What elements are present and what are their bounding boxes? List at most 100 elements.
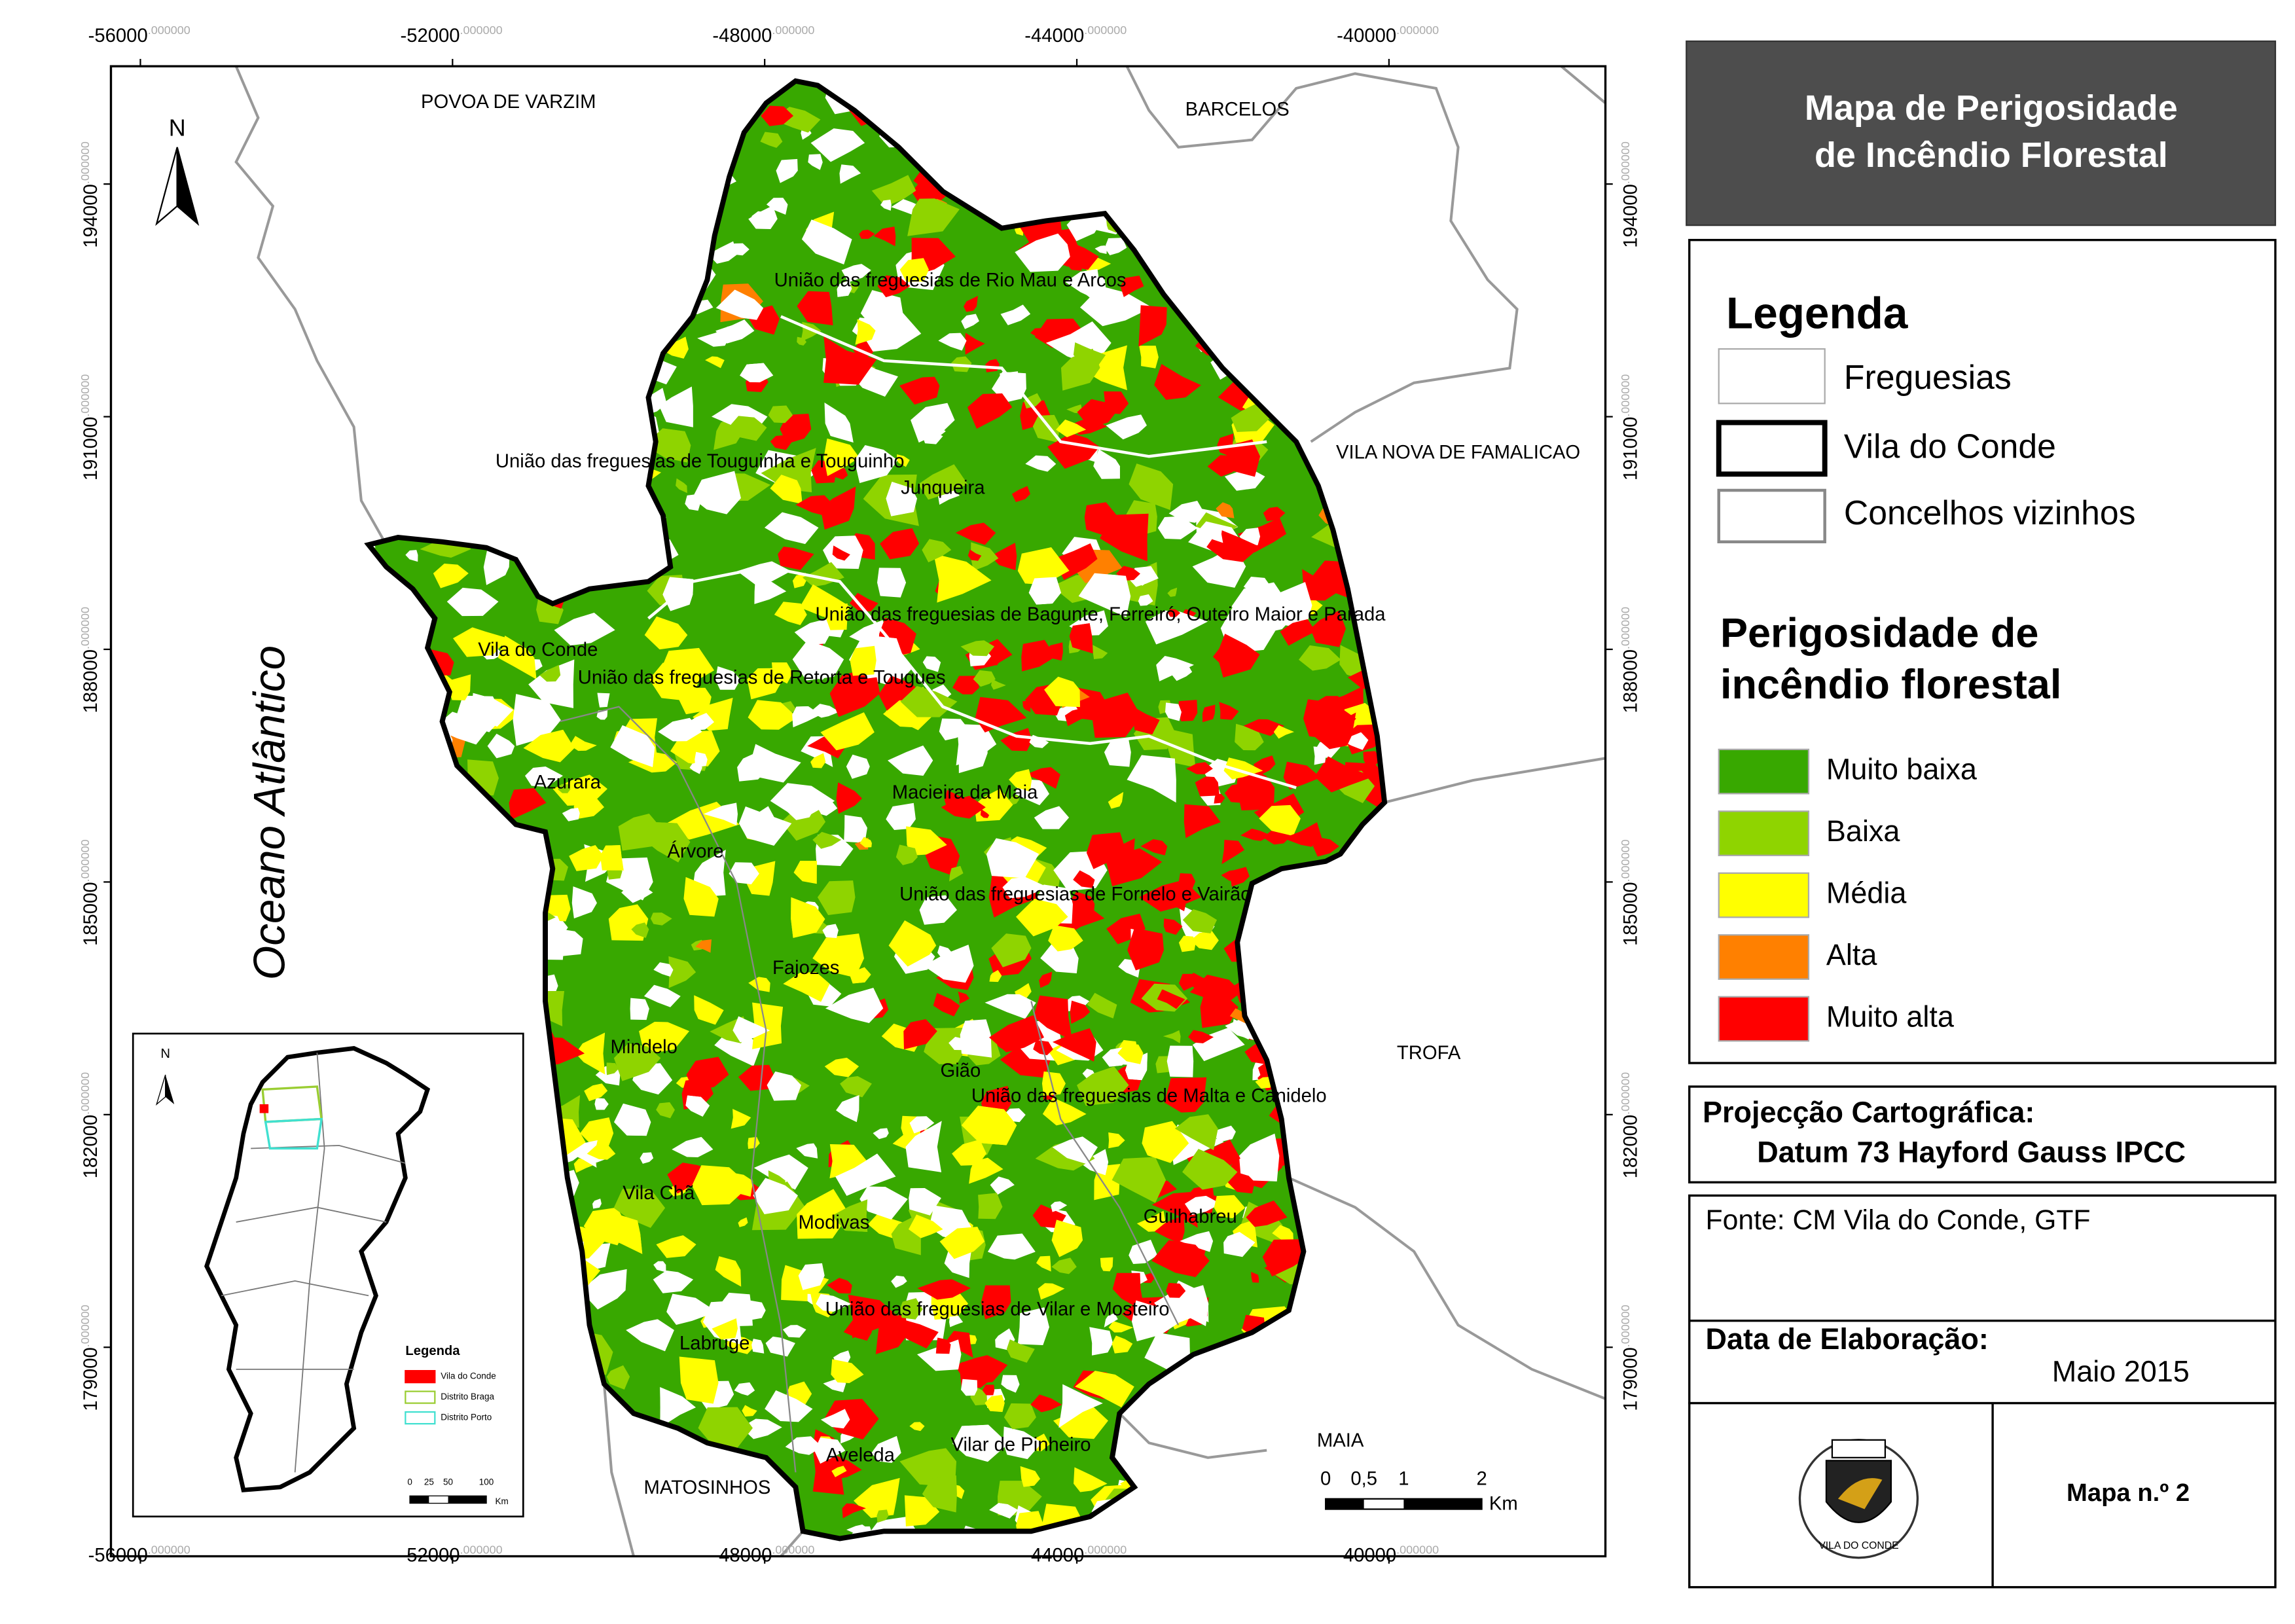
- source: Fonte: CM Vila do Conde, GTF: [1705, 1204, 2090, 1236]
- hazard-patch: [778, 546, 814, 570]
- hazard-patch: [1039, 971, 1053, 988]
- hazard-patch: [610, 725, 655, 767]
- hazard-patch: [606, 1365, 630, 1390]
- hazard-patch: [666, 1293, 717, 1325]
- hazard-patch: [1154, 364, 1201, 400]
- hazard-patch: [797, 291, 833, 326]
- hazard-patch: [728, 416, 767, 441]
- hazard-patch: [906, 826, 947, 856]
- hazard-patch: [824, 1057, 859, 1077]
- hazard-patch: [922, 539, 952, 563]
- hazard-patch: [924, 1028, 966, 1064]
- hazard-patch: [1140, 839, 1168, 856]
- municipal-logo: [1798, 1439, 1919, 1559]
- hazard-patch: [1186, 762, 1213, 774]
- hazard-patch: [1160, 1285, 1209, 1326]
- hazard-patch: [978, 1193, 1003, 1219]
- hazard-legend-title: incêndio florestal: [1720, 662, 2061, 708]
- hazard-patch: [539, 664, 561, 682]
- hazard-patch: [1111, 1335, 1133, 1354]
- hazard-patch: [715, 1256, 742, 1287]
- logo-text: VILA DO CONDE: [1818, 1540, 1898, 1551]
- projection-title: Projecção Cartográfica:: [1703, 1096, 2034, 1129]
- inset-legend-swatch: [405, 1411, 436, 1425]
- hazard-patch: [768, 405, 793, 424]
- hazard-patch: [748, 977, 770, 992]
- hazard-patch: [907, 198, 960, 236]
- parish-label: União das freguesias de Retorta e Tougue…: [578, 668, 946, 689]
- hazard-patch: [824, 402, 854, 443]
- hazard-patch: [692, 471, 741, 514]
- x-tick-label: -52000: [401, 1545, 460, 1566]
- y-tick-label: 185000: [1621, 882, 1642, 946]
- date-value: Maio 2015: [2052, 1354, 2190, 1388]
- hazard-patch: [1000, 728, 1032, 751]
- hazard-patch: [1108, 1132, 1125, 1149]
- hazard-patch: [1048, 925, 1083, 952]
- hazard-patch: [1093, 449, 1120, 479]
- hazard-patch: [483, 550, 510, 585]
- hazard-patch: [1078, 345, 1127, 391]
- hazard-patch: [797, 1189, 850, 1239]
- x-tick-label: -56000: [88, 1545, 148, 1566]
- tick-decimals: .000000: [1619, 1072, 1632, 1115]
- hazard-patch: [1016, 898, 1068, 937]
- hazard-patch: [1104, 1312, 1118, 1327]
- hazard-patch: [973, 670, 996, 687]
- hazard-patch: [580, 1269, 627, 1310]
- hazard-patch: [1038, 1283, 1065, 1300]
- parish-label: Gião: [940, 1060, 981, 1081]
- hazard-patch: [1051, 1257, 1077, 1274]
- hazard-patch: [679, 1356, 719, 1404]
- hazard-patch: [614, 1103, 651, 1136]
- hazard-patch: [770, 783, 835, 815]
- hazard-patch: [715, 666, 741, 690]
- hazard-patch: [841, 264, 871, 283]
- hazard-patch: [1243, 577, 1271, 601]
- hazard-patch: [1151, 1192, 1198, 1228]
- hazard-patch: [810, 128, 865, 162]
- hazard-patch: [961, 314, 979, 329]
- tick-decimals: .000000: [772, 24, 814, 37]
- parish-label: Labruge: [679, 1333, 750, 1354]
- tick-decimals: .000000: [79, 607, 92, 649]
- hazard-patch: [791, 897, 825, 938]
- hazard-patch: [877, 568, 907, 598]
- hazard-patch: [825, 988, 884, 1023]
- hazard-patch: [1166, 1045, 1194, 1077]
- hazard-patch: [1190, 930, 1219, 950]
- inset-legend-label: Distrito Braga: [441, 1392, 494, 1401]
- hazard-patch: [918, 464, 968, 500]
- scale-tick-label: 0: [1320, 1468, 1331, 1489]
- parish-label: Guilhabreu: [1144, 1206, 1237, 1227]
- hazard-patch: [990, 543, 1017, 571]
- y-tick-label: 194000: [1621, 184, 1642, 248]
- hazard-patch: [954, 1355, 1008, 1384]
- x-tick-label: -40000: [1337, 1545, 1396, 1566]
- hazard-patch: [766, 198, 788, 215]
- hazard-patch: [552, 774, 607, 806]
- map-title: de Incêndio Florestal: [1815, 135, 2168, 175]
- x-tick-label: -48000: [712, 1545, 772, 1566]
- hazard-label: Muito alta: [1826, 1000, 1955, 1033]
- hazard-patch: [1263, 507, 1286, 522]
- hazard-patch: [933, 553, 992, 603]
- hazard-patch: [829, 1144, 867, 1179]
- parish-label: União das freguesias de Vilar e Mosteiro: [825, 1299, 1170, 1320]
- hazard-patch: [1214, 1195, 1246, 1219]
- hazard-patch: [1310, 610, 1346, 647]
- hazard-patch: [692, 1165, 750, 1206]
- hazard-patch: [697, 326, 729, 347]
- hazard-patch: [823, 336, 877, 385]
- hazard-patch: [888, 920, 937, 967]
- hazard-patch: [668, 956, 696, 988]
- hazard-patch: [497, 636, 537, 679]
- inset-north: N: [160, 1047, 170, 1061]
- hazard-patch: [837, 280, 852, 297]
- hazard-patch: [1212, 1125, 1236, 1142]
- x-tick-label: -48000: [712, 26, 772, 46]
- hazard-patch: [738, 1217, 748, 1227]
- hazard-patch: [1024, 393, 1041, 408]
- hazard-patch: [836, 1095, 859, 1123]
